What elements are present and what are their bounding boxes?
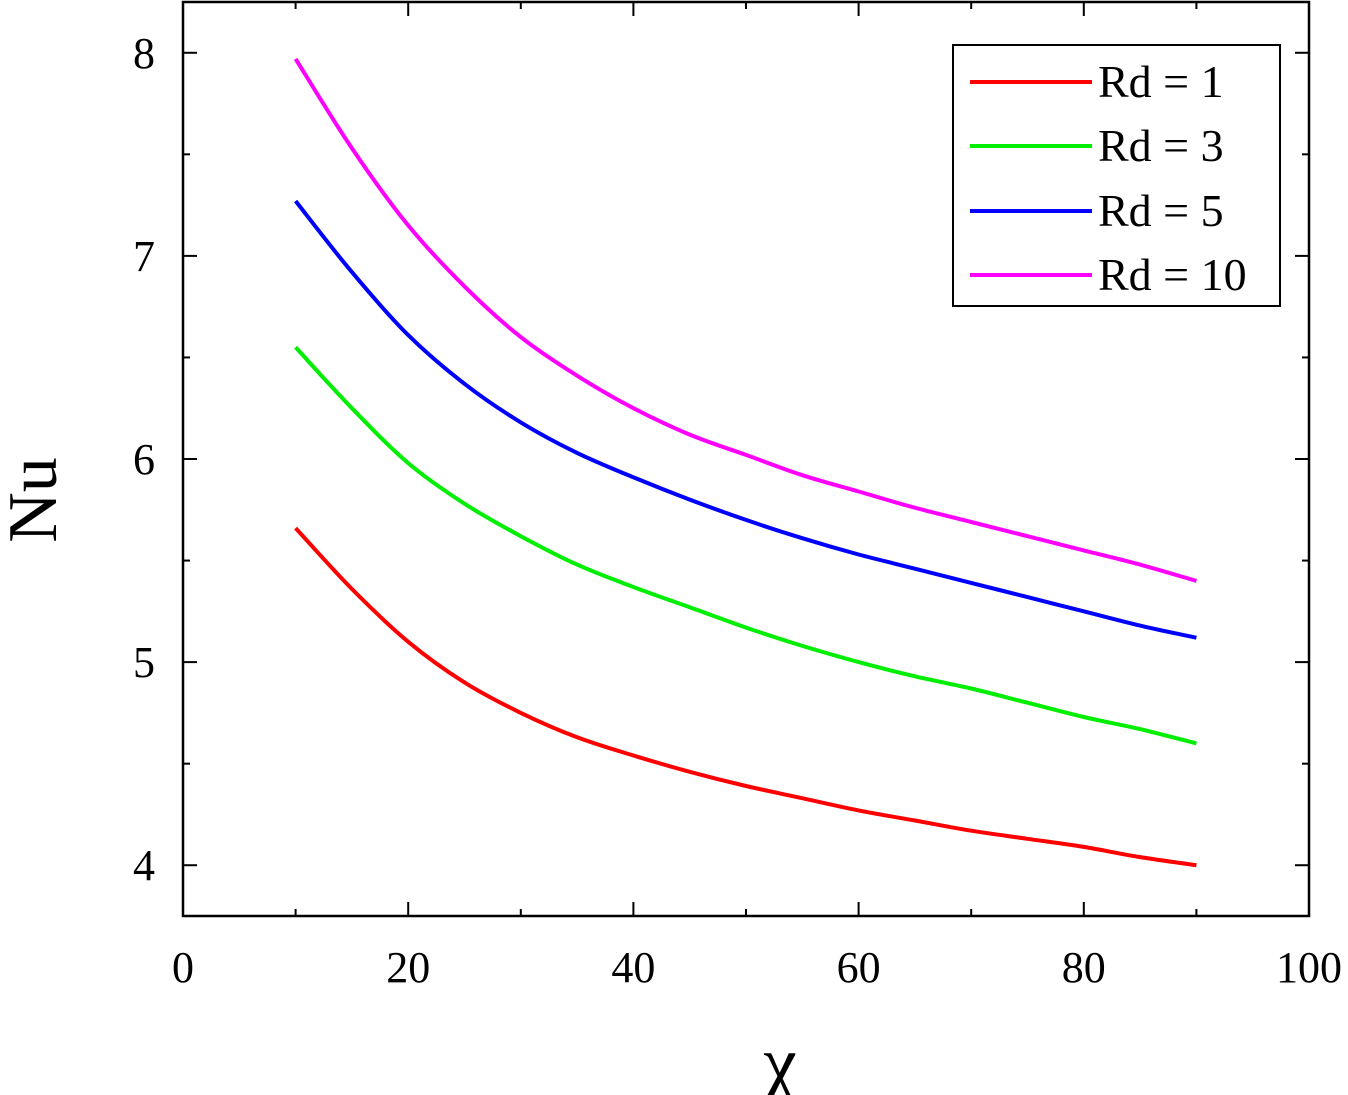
series-line-3 (294, 199, 1197, 640)
x-tick-label: 80 (1062, 943, 1106, 992)
x-axis-ticks: 0 20 40 60 80 100 (172, 2, 1342, 992)
y-tick-label: 5 (133, 638, 155, 687)
y-tick-label: 6 (133, 435, 155, 484)
legend-box (952, 44, 1281, 307)
series-lines (293, 57, 1197, 868)
legend-label-4: Rd = 10 (1098, 249, 1247, 300)
series-line-4 (293, 57, 1197, 583)
series-line-2 (294, 345, 1197, 746)
x-tick-label: 40 (611, 943, 655, 992)
y-tick-label: 7 (133, 232, 155, 281)
x-axis-title: χ (762, 1021, 797, 1095)
legend-label-1: Rd = 1 (1098, 56, 1224, 107)
x-tick-label: 20 (386, 943, 430, 992)
x-tick-label: 0 (172, 943, 194, 992)
y-axis-ticks: 4 5 6 7 8 (133, 29, 1309, 890)
y-tick-label: 8 (133, 29, 155, 78)
y-axis-title: Nu (0, 457, 72, 543)
x-tick-label: 60 (837, 943, 881, 992)
legend: Rd = 1 Rd = 3 Rd = 5 Rd = 10 (952, 44, 1281, 307)
series-line-1 (294, 526, 1197, 868)
y-tick-label: 4 (133, 841, 155, 890)
legend-label-2: Rd = 3 (1098, 120, 1224, 171)
legend-label-3: Rd = 5 (1098, 185, 1224, 236)
x-tick-label: 100 (1276, 943, 1342, 992)
